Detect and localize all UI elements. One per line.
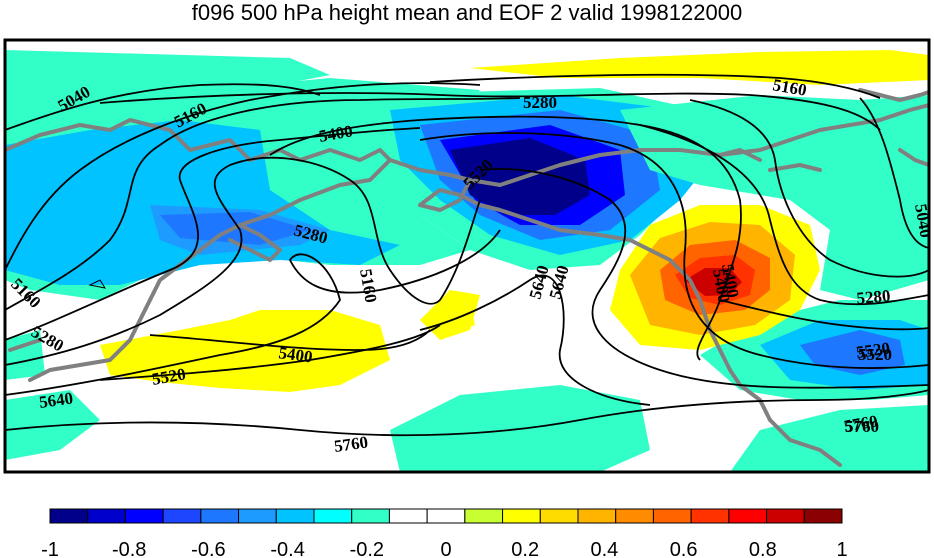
colorbar-tick-labels: -1 -0.8 -0.6 -0.4 -0.2 0 0.2 0.4 0.6 0.8 1 [41, 539, 847, 558]
contour-5400-southwest [149, 329, 431, 351]
colorbar-tick-label: -0.4 [270, 539, 304, 558]
colorbar-tick-label: 0.6 [670, 539, 698, 558]
colorbar-box [49, 508, 89, 524]
colorbar-tick-label: 0.4 [590, 539, 618, 558]
contour-5640-west [5, 229, 501, 396]
contour-label: 5760 [333, 432, 369, 456]
contour-5640-center [479, 168, 929, 389]
contour-5520-west [5, 156, 481, 366]
colorbar-tick-label: 0 [440, 539, 451, 558]
colorbar-box [577, 508, 617, 524]
contour-5400-east [719, 299, 929, 331]
coastline-greenland-edge [898, 148, 929, 167]
colorbar-box [124, 508, 164, 524]
contour-5520-center [419, 132, 929, 369]
contour-label: 5400 [277, 343, 313, 367]
colorbar-box [728, 508, 768, 524]
colorbar-box [238, 508, 277, 524]
shade-negative-strong-east [800, 330, 905, 375]
colorbar-tick-label: 0.8 [749, 539, 777, 558]
colorbar-box [313, 508, 353, 524]
contour-label: 5040 [911, 202, 934, 239]
colorbar-tick-label: -0.8 [112, 539, 146, 558]
colorbar-box [766, 508, 805, 524]
contour-5040-west [5, 83, 321, 131]
colorbar-box [426, 508, 466, 524]
contour-5760-center [419, 274, 651, 406]
contour-label: 5520 [855, 338, 891, 362]
colorbar-box [275, 508, 315, 524]
colorbar-box [803, 508, 843, 524]
coastline-west-us [768, 418, 842, 467]
contour-label: 5280 [856, 286, 892, 308]
shade-positive-core-east [685, 268, 742, 296]
colorbar-boxes [49, 508, 843, 524]
shade-negative-weak-northeast [620, 95, 929, 300]
colorbar-tick-label: -0.6 [191, 539, 225, 558]
colorbar-box [690, 508, 730, 524]
shade-negative-weak-southeast [730, 405, 929, 472]
colorbar-tick-label: -0.2 [350, 539, 384, 558]
contour-5520-southwest [99, 324, 441, 381]
contour-5280-north [99, 92, 881, 131]
colorbar-box [652, 508, 692, 524]
colorbar-box [351, 508, 390, 524]
contour-label: 5760 [845, 417, 879, 436]
height-contours [5, 73, 929, 437]
coastline-islands-north [718, 148, 822, 172]
colorbar-box [502, 508, 541, 524]
contour-5160-west [5, 82, 481, 271]
contour-5280-east [639, 124, 929, 306]
contour-label: 5280 [523, 93, 557, 112]
coastlines [5, 88, 929, 467]
coastline-alaska-south [418, 178, 772, 422]
colorbar-box [162, 508, 202, 524]
coastline-canada-north [788, 103, 929, 142]
colorbar-box [388, 508, 428, 524]
colorbar-box [87, 508, 126, 524]
contour-5760-south [5, 389, 929, 437]
chart-title: f096 500 hPa height mean and EOF 2 valid… [191, 0, 743, 25]
map-frame [3, 38, 931, 474]
shade-negative-dots-west [88, 279, 107, 289]
coastline-asia [5, 118, 392, 382]
colorbar-box [539, 508, 579, 524]
colorbar-tick-label: -1 [41, 539, 59, 558]
contour-5280-west [5, 97, 521, 311]
map-content: 5040 5160 5280 5400 5520 5640 5760 5160 … [5, 40, 934, 472]
colorbar-tick-label: 0.2 [511, 539, 539, 558]
coastline-hudson [858, 88, 929, 102]
colorbar-tick-label: 1 [836, 539, 847, 558]
contour-label: 5640 [38, 388, 74, 412]
contour-5160-east [689, 99, 929, 278]
contour-5160-north [429, 73, 881, 99]
colorbar-box [200, 508, 240, 524]
contour-5040-east [859, 97, 929, 249]
coastline-kamchatka [228, 223, 282, 262]
coastline-japan [8, 338, 42, 352]
contour-label: 5520 [858, 345, 892, 364]
contour-5400-west [5, 127, 421, 341]
colorbar-box [615, 508, 654, 524]
colorbar-box [464, 508, 504, 524]
